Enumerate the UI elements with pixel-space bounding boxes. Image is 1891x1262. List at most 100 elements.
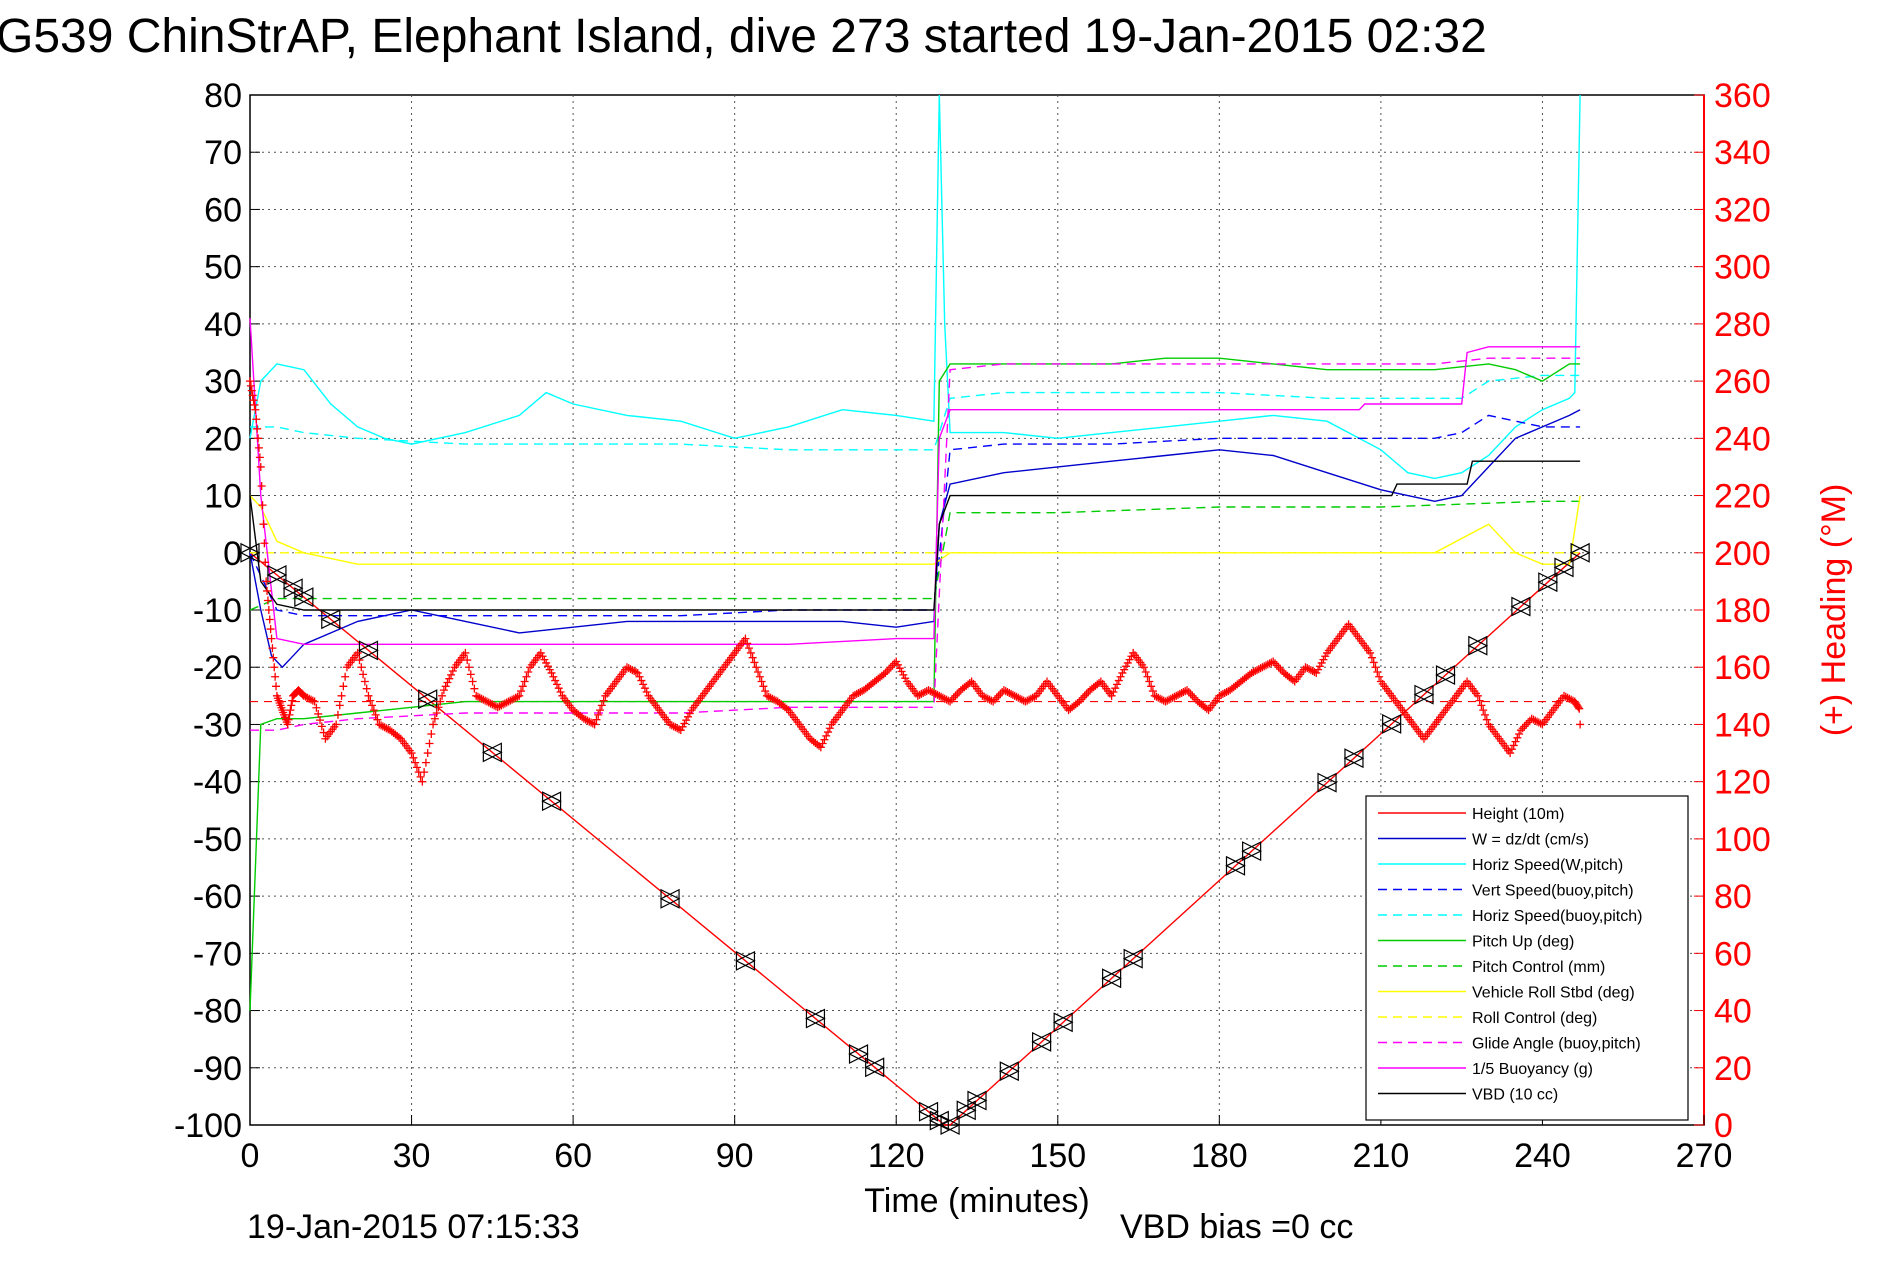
heading-marker [1183, 686, 1192, 695]
heading-marker [1482, 715, 1491, 724]
depth-marker-left [239, 542, 260, 563]
heading-marker [246, 381, 255, 390]
heading-marker [824, 728, 833, 737]
heading-marker [1256, 664, 1265, 673]
depth-marker-left [1537, 572, 1558, 593]
heading-marker [1147, 682, 1156, 691]
heading-marker [495, 702, 504, 711]
heading-marker [252, 415, 261, 424]
heading-marker [369, 706, 378, 715]
y-tick-label: 50 [204, 249, 242, 287]
heading-marker [1305, 665, 1314, 674]
heading-marker [1267, 658, 1276, 667]
heading-marker [1270, 659, 1279, 668]
heading-marker [430, 714, 439, 723]
heading-marker [1262, 661, 1270, 670]
heading-marker [412, 763, 421, 772]
heading-marker [994, 691, 1003, 700]
heading-marker [305, 694, 314, 703]
heading-marker [1479, 706, 1488, 715]
heading-marker [475, 693, 484, 702]
heading-marker [1181, 687, 1190, 696]
heading-marker [1218, 689, 1227, 698]
legend-label: Height (10m) [1472, 806, 1564, 823]
heading-marker [666, 720, 675, 729]
heading-marker [256, 462, 265, 471]
heading-marker [999, 686, 1008, 695]
timestamp-footer: 19-Jan-2015 07:15:33 [247, 1208, 580, 1246]
heading-marker [249, 396, 258, 405]
heading-marker [310, 697, 319, 706]
heading-marker [879, 670, 888, 679]
legend-label: W = dz/dt (cm/s) [1472, 832, 1589, 849]
heading-marker [633, 668, 642, 677]
heading-marker [1120, 665, 1129, 674]
heading-marker [434, 703, 443, 712]
heading-marker [743, 639, 752, 648]
heading-marker [754, 667, 763, 676]
heading-marker [1148, 687, 1157, 696]
heading-marker [885, 665, 894, 674]
heading-marker [1511, 737, 1520, 746]
heading-marker [335, 701, 344, 710]
heading-marker [371, 710, 380, 719]
heading-marker [989, 697, 998, 706]
heading-marker [353, 648, 362, 657]
heading-marker [895, 664, 904, 673]
heading-marker [409, 753, 418, 762]
heading-marker [515, 691, 524, 700]
heading-marker [946, 697, 955, 706]
heading-marker [955, 688, 964, 697]
heading-marker [1168, 693, 1177, 702]
heading-markers [246, 377, 1585, 786]
heading-marker [312, 703, 321, 712]
heading-marker [1375, 672, 1384, 681]
heading-marker [246, 377, 254, 386]
depth-marker-left [998, 1061, 1019, 1082]
heading-marker [852, 689, 861, 698]
heading-marker [536, 648, 545, 657]
heading-marker [1524, 718, 1533, 727]
heading-marker [511, 693, 520, 702]
heading-marker [1166, 694, 1175, 703]
depth-marker-left [1381, 713, 1402, 734]
heading-marker [682, 716, 691, 725]
heading-marker [1152, 692, 1161, 701]
heading-marker [1301, 663, 1310, 672]
heading-marker [901, 674, 910, 683]
heading-marker [1177, 688, 1186, 697]
heading-marker [1247, 668, 1256, 677]
left-axis-ticks: -100-90-80-70-60-50-40-30-20-10010203040… [174, 77, 260, 1145]
heading-marker [849, 691, 858, 700]
heading-marker [1278, 667, 1287, 676]
legend-label: Horiz Speed(buoy,pitch) [1472, 908, 1642, 925]
heading-marker [382, 724, 391, 733]
heading-marker [588, 719, 597, 728]
heading-marker [1157, 695, 1166, 704]
heading-marker [287, 701, 296, 710]
series-line-1-5-buoyancy-g [249, 318, 1581, 645]
heading-marker [542, 658, 551, 667]
heading-marker [592, 715, 601, 724]
depth-marker-left [1052, 1012, 1073, 1033]
heading-marker [1073, 698, 1082, 707]
heading-marker [416, 772, 425, 781]
heading-marker [254, 443, 263, 452]
heading-marker [1251, 667, 1260, 676]
heading-marker [782, 704, 791, 713]
heading-marker [1109, 688, 1118, 697]
heading-marker [1272, 661, 1281, 670]
right-tick-label: 80 [1714, 878, 1752, 916]
heading-marker [748, 653, 757, 662]
heading-marker [1529, 715, 1538, 724]
heading-marker [1481, 710, 1489, 719]
heading-marker [990, 695, 999, 704]
heading-marker [951, 691, 960, 700]
heading-marker [750, 658, 759, 667]
heading-marker [1565, 694, 1574, 703]
x-tick-label: 120 [868, 1137, 925, 1175]
heading-marker [461, 648, 470, 657]
heading-marker [1145, 677, 1154, 686]
heading-marker [1014, 693, 1023, 702]
heading-marker [427, 729, 436, 738]
